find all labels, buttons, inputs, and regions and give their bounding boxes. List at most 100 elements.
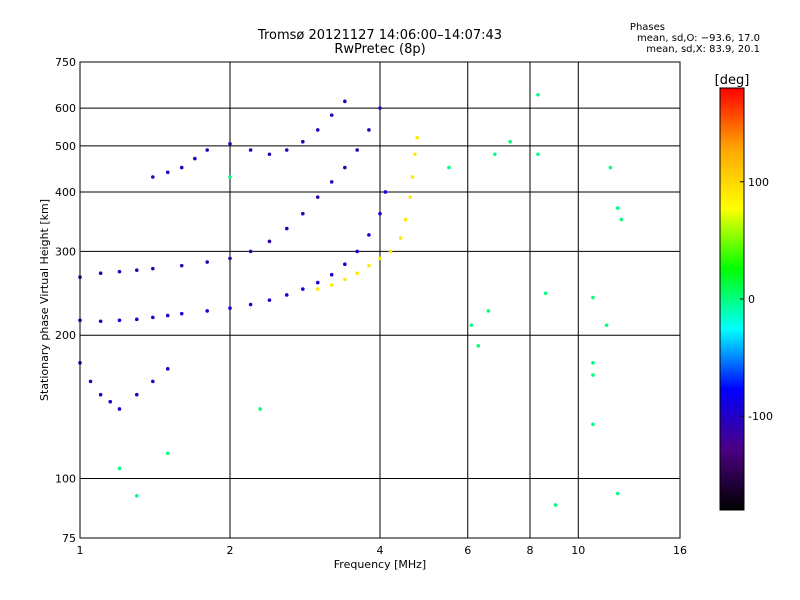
- y-tick-label: 400: [55, 186, 76, 199]
- data-point: [619, 217, 624, 222]
- data-point: [88, 379, 93, 384]
- data-point: [134, 317, 139, 322]
- data-point: [447, 165, 451, 170]
- data-point: [536, 92, 540, 97]
- data-point: [205, 148, 209, 152]
- data-point: [615, 206, 620, 210]
- data-point: [248, 249, 253, 254]
- data-point: [315, 128, 320, 132]
- data-point: [403, 217, 408, 222]
- data-point: [267, 152, 272, 157]
- data-point: [415, 135, 419, 140]
- data-point: [315, 287, 320, 291]
- data-point: [134, 268, 139, 272]
- data-point: [151, 266, 155, 271]
- data-point: [248, 148, 253, 152]
- data-point: [98, 392, 103, 397]
- data-point: [410, 175, 415, 179]
- data-points: [78, 92, 624, 507]
- y-axis: 75 100 200 300 400 500 600 750: [55, 56, 76, 545]
- data-point: [193, 156, 197, 161]
- x-tick-label: 16: [673, 544, 687, 557]
- data-point: [367, 128, 371, 132]
- phase-stats-x-mode: mean, sd,X: 83.9, 20.1: [646, 44, 760, 55]
- data-point: [228, 175, 232, 179]
- data-point: [165, 170, 170, 175]
- data-point: [355, 249, 359, 254]
- data-point: [355, 271, 359, 276]
- y-tick-label: 100: [55, 473, 76, 486]
- plot-frame: [79, 61, 681, 539]
- data-point: [536, 152, 540, 157]
- data-point: [553, 503, 558, 507]
- grid-lines: [80, 62, 680, 538]
- data-point: [284, 293, 289, 297]
- data-point: [228, 256, 232, 261]
- data-point: [343, 165, 347, 170]
- data-point: [301, 139, 305, 144]
- data-point: [165, 313, 170, 318]
- data-point: [408, 195, 413, 199]
- data-point: [543, 291, 548, 296]
- chart-subtitle: RwPretec (8p): [334, 42, 426, 57]
- data-point: [301, 287, 305, 291]
- data-point: [476, 344, 481, 348]
- chart-title: Tromsø 20121127 14:06:00–14:07:43: [257, 28, 503, 43]
- data-point: [315, 280, 320, 285]
- data-point: [117, 466, 122, 471]
- y-tick-label: 750: [55, 56, 76, 69]
- data-point: [343, 99, 347, 104]
- data-point: [258, 407, 263, 411]
- colorbar-ticks: 100 0 -100: [740, 176, 773, 423]
- data-point: [284, 226, 289, 231]
- data-point: [179, 311, 184, 316]
- data-point: [591, 422, 595, 427]
- data-point: [165, 451, 170, 456]
- data-point: [398, 236, 403, 240]
- data-point: [604, 323, 609, 327]
- x-axis: 1 2 4 6 8 10 16: [77, 544, 688, 557]
- data-point: [151, 175, 155, 179]
- data-point: [98, 271, 103, 276]
- data-point: [315, 195, 320, 199]
- data-point: [151, 315, 155, 320]
- data-point: [134, 493, 139, 498]
- data-point: [267, 239, 272, 244]
- data-point: [329, 272, 334, 277]
- data-point: [329, 113, 334, 117]
- data-point: [117, 269, 122, 274]
- data-point: [367, 263, 371, 268]
- x-tick-label: 2: [227, 544, 234, 557]
- data-point: [329, 283, 334, 287]
- data-point: [608, 165, 613, 170]
- data-point: [179, 165, 184, 170]
- data-point: [367, 233, 371, 237]
- x-tick-label: 8: [527, 544, 534, 557]
- data-point: [284, 148, 289, 152]
- phase-stats-heading: Phases: [629, 22, 665, 33]
- data-point: [179, 263, 184, 268]
- data-point: [329, 180, 334, 184]
- data-point: [413, 152, 417, 157]
- y-axis-label: Stationary phase Virtual Height [km]: [38, 199, 51, 401]
- data-point: [591, 295, 595, 300]
- data-point: [301, 211, 305, 216]
- x-tick-label: 6: [464, 544, 471, 557]
- data-point: [134, 392, 139, 397]
- data-point: [493, 152, 497, 157]
- data-point: [486, 309, 491, 313]
- x-tick-label: 4: [377, 544, 384, 557]
- y-tick-label: 300: [55, 245, 76, 258]
- data-point: [248, 302, 253, 307]
- y-tick-label: 500: [55, 140, 76, 153]
- data-point: [228, 306, 232, 310]
- data-point: [591, 373, 595, 377]
- data-point: [165, 367, 170, 371]
- data-point: [343, 277, 347, 282]
- data-point: [378, 211, 382, 216]
- x-tick-label: 1: [77, 544, 84, 557]
- data-point: [205, 260, 209, 264]
- data-point: [117, 407, 122, 411]
- data-point: [98, 319, 103, 324]
